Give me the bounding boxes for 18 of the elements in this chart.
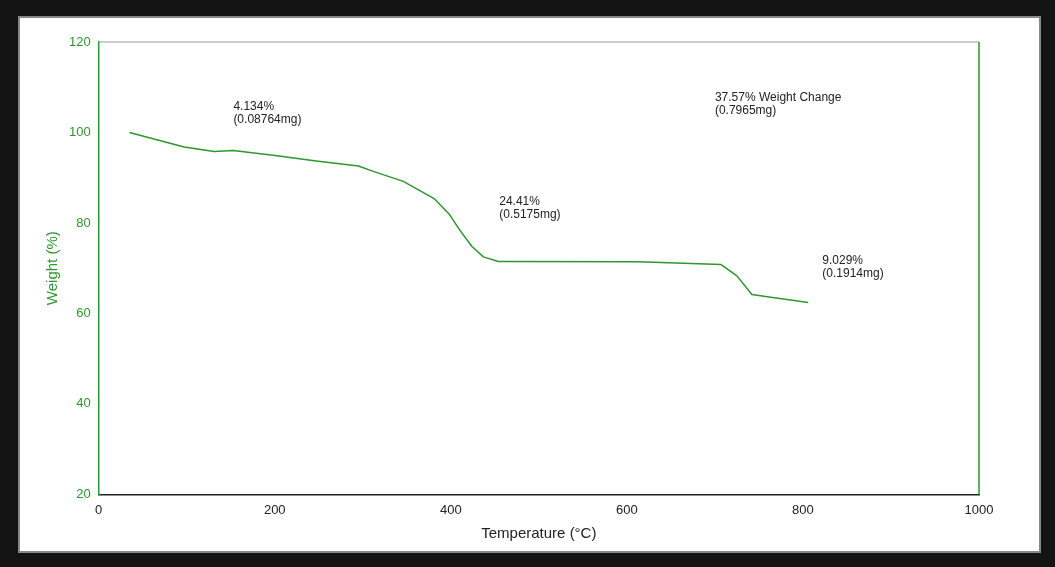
- x-axis-title: Temperature (°C): [481, 524, 597, 542]
- y-tick-label: 20: [76, 485, 91, 501]
- x-tick-label: 200: [263, 501, 286, 517]
- x-tick-label: 600: [616, 501, 638, 517]
- x-tick-label: 800: [792, 501, 814, 517]
- annotation: 4.134% (0.08764mg): [233, 99, 302, 127]
- x-tick-label: 1000: [964, 501, 994, 517]
- y-tick-label: 100: [68, 124, 91, 140]
- y-axis-title: Weight (%): [43, 231, 61, 306]
- x-tick-label: 0: [95, 501, 103, 517]
- y-tick-label: 120: [68, 33, 91, 49]
- y-tick-label: 40: [76, 395, 91, 411]
- annotation: 9.029% (0.1914mg): [822, 252, 884, 280]
- y-tick-label: 80: [76, 214, 91, 230]
- y-tick-label: 60: [76, 305, 91, 321]
- annotation: 37.57% Weight Change (0.7965mg): [714, 90, 842, 118]
- x-tick-label: 400: [439, 501, 462, 517]
- annotation: 24.41% (0.5175mg): [499, 194, 561, 222]
